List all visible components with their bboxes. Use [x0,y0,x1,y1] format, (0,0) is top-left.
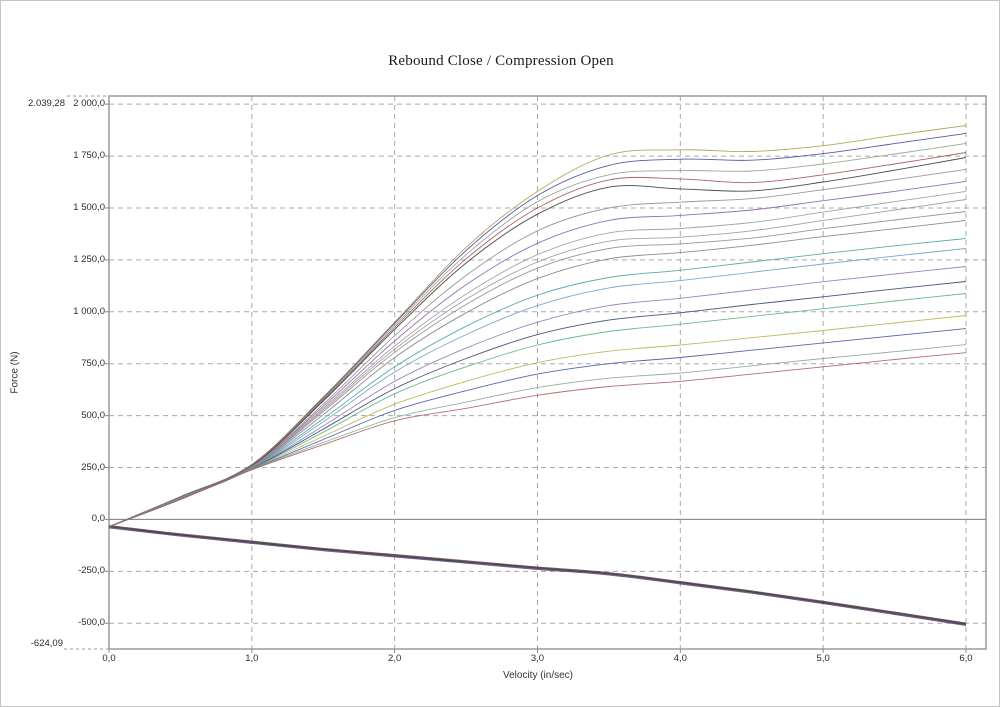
x-tick-label: 1,0 [245,653,259,664]
x-tick-label: 3,0 [530,653,545,664]
y-tick-label: 0,0 [91,513,105,525]
x-tick-label: 2,0 [388,653,402,664]
rebound-curve-rebound-16 [108,293,967,528]
x-axis-title: Velocity (in/sec) [502,670,574,681]
y-tick-label: -250,0 [78,565,105,577]
y-tick-label: 250,0 [81,461,105,473]
compression-curve [108,527,967,626]
x-tick-label: 0,0 [102,653,116,664]
compression-curve [108,526,967,625]
x-tick-label: 5,0 [816,653,830,664]
y-tick-label: 1 750,0 [73,150,105,162]
rebound-curve-rebound-11 [108,219,967,528]
rebound-curve-rebound-19 [108,344,967,528]
y-tick-label: 1 250,0 [73,253,105,265]
y-tick-label: 750,0 [81,357,105,369]
y-tick-label: 500,0 [81,409,105,421]
x-tick-label: 6,0 [959,653,973,664]
y-tick-label: 2 000,0 [73,98,105,110]
compression-curve [108,526,967,626]
y-tick-label: 1 000,0 [73,305,105,317]
y-axis-min-label: -624,09 [30,638,63,649]
y-axis-title: Force (N) [9,351,21,394]
x-tick-label: 4,0 [673,653,687,664]
plot-border [108,95,987,650]
compression-curve [108,525,967,625]
y-axis-max-label: 2.039,28 [28,98,65,109]
rebound-curve-rebound-20 [108,352,967,528]
chart-title: Rebound Close / Compression Open [388,53,614,69]
compression-curve [108,524,967,624]
y-tick-label: -500,0 [78,617,105,629]
y-tick-label: 1 500,0 [73,201,105,213]
